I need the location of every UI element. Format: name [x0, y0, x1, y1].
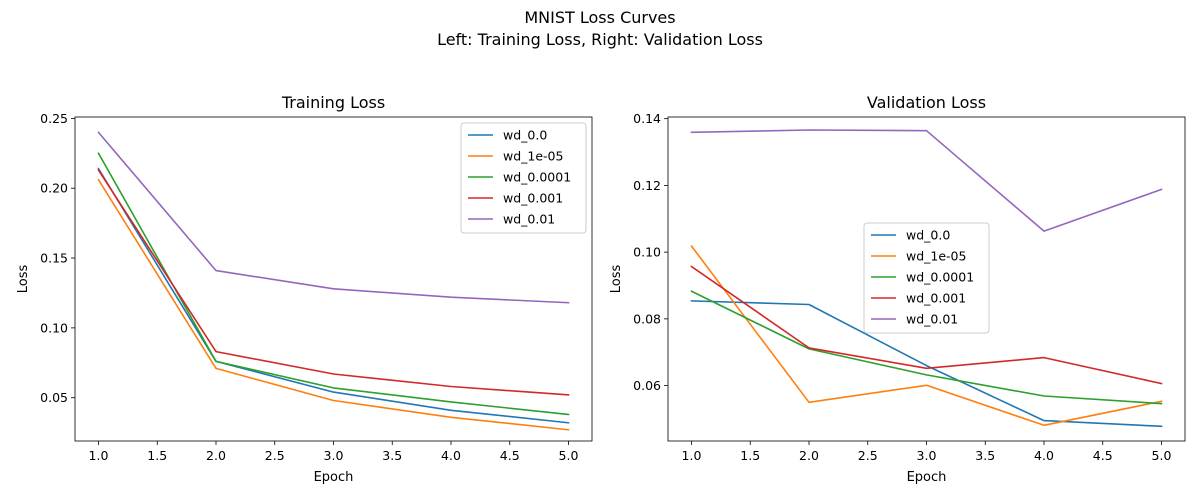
- legend-label: wd_0.0: [503, 128, 547, 143]
- training-y-axis-label: Loss: [16, 265, 31, 294]
- training-legend: wd_0.0 wd_1e-05 wd_0.0001 wd_0.001 wd_0.01: [460, 122, 587, 234]
- x-tick-label: 3.5: [382, 448, 402, 463]
- training-x-axis-label: Epoch: [314, 470, 354, 485]
- x-tick-label: 3.0: [324, 448, 344, 463]
- series-line-wd-0-001: [97, 168, 570, 396]
- x-tick-label: 4.0: [441, 448, 461, 463]
- series-line-wd-0-0: [97, 167, 570, 424]
- x-tick-label: 1.5: [147, 448, 167, 463]
- legend-label: wd_0.0001: [503, 170, 571, 185]
- training-chart-title: Training Loss: [281, 93, 385, 112]
- series-line-wd-1e-05: [97, 178, 570, 431]
- y-tick-label: 0.25: [40, 111, 68, 126]
- y-tick-label: 0.20: [40, 181, 68, 196]
- x-tick-label: 2.0: [206, 448, 226, 463]
- x-tick-label: 2.5: [265, 448, 285, 463]
- x-tick-label: 1.0: [89, 448, 109, 463]
- legend-label: wd_0.001: [503, 191, 563, 206]
- y-tick-label: 0.10: [40, 320, 68, 335]
- series-line-wd-0-01: [97, 131, 570, 304]
- y-tick-label: 0.15: [40, 251, 68, 266]
- figure-title: MNIST Loss Curves: [524, 8, 676, 27]
- training-plot-frame: [74, 116, 593, 442]
- legend-label: wd_1e-05: [503, 149, 563, 164]
- y-tick-label: 0.05: [40, 390, 68, 405]
- x-tick-label: 4.5: [500, 448, 520, 463]
- figure-subtitle: Left: Training Loss, Right: Validation L…: [437, 30, 763, 49]
- legend-label: wd_0.01: [503, 212, 555, 227]
- legend-frame: [460, 122, 587, 234]
- x-tick-label: 5.0: [559, 448, 579, 463]
